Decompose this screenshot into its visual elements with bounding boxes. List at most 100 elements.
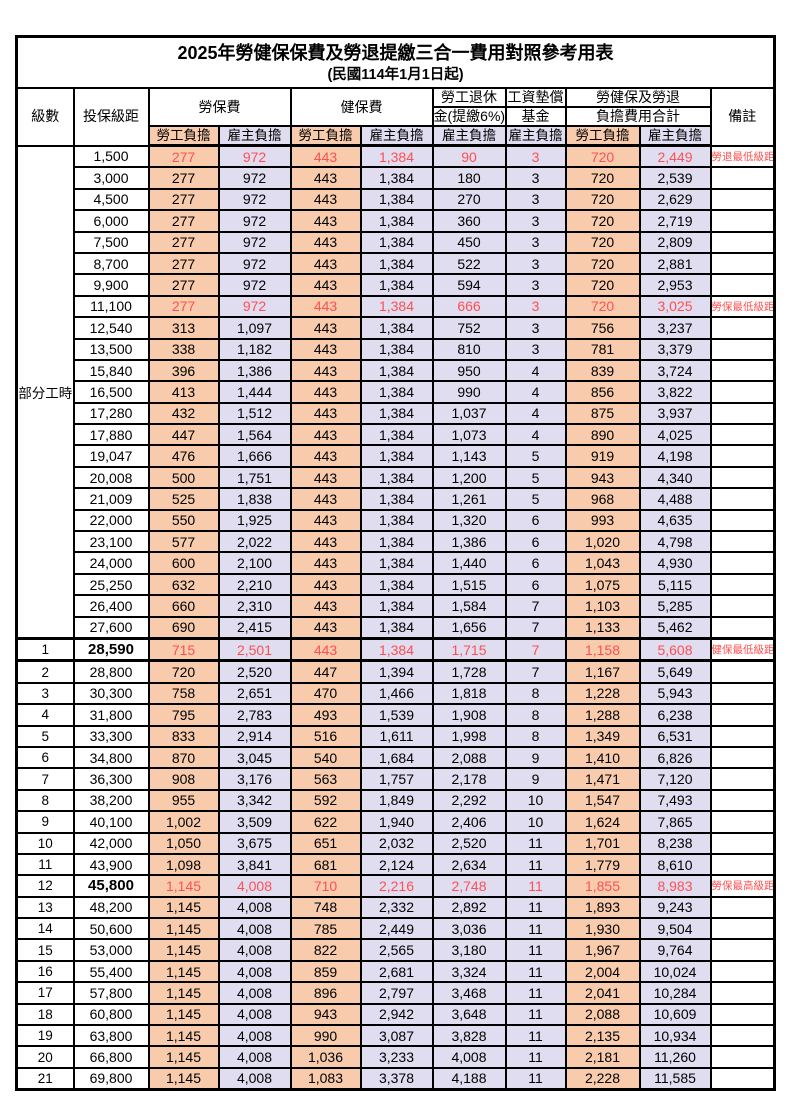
cell-labor-employer: 1,564: [217, 423, 292, 447]
cell-health-employer: 1,611: [359, 724, 434, 748]
cell-wagefund-employer: 4: [504, 423, 567, 447]
table-row: 13 48,200 1,145 4,008 748 2,332 2,892 11 1,893 9,…: [15, 895, 776, 920]
cell-pension-employer: 2,748: [431, 874, 507, 898]
cell-note: 勞保最低級距: [709, 294, 776, 319]
cell-salary: 8,700: [72, 251, 150, 276]
cell-total-employer: 6,531: [638, 724, 712, 748]
cell-health-employee: 859: [289, 959, 362, 984]
cell-pension-employer: 1,818: [431, 681, 507, 706]
cell-health-employee: 540: [289, 745, 362, 770]
cell-level: 16: [15, 959, 75, 984]
cell-labor-employer: 4,008: [217, 1023, 292, 1048]
cell-health-employee: 443: [289, 209, 362, 233]
cell-health-employer: 1,384: [359, 508, 434, 533]
cell-health-employee: 443: [289, 508, 362, 533]
col-header-labor-insurance: 勞保費: [147, 87, 292, 127]
cell-note: [709, 487, 776, 511]
cell-pension-employer: 3,036: [431, 917, 507, 941]
cell-pension-employer: 752: [431, 316, 507, 340]
cell-note: [709, 401, 776, 426]
cell-salary: 6,000: [72, 209, 150, 233]
cell-total-employee: 720: [564, 209, 641, 233]
cell-health-employer: 1,384: [359, 444, 434, 468]
cell-pension-employer: 2,892: [431, 895, 507, 920]
cell-salary: 33,300: [72, 724, 150, 748]
cell-health-employer: 2,797: [359, 981, 434, 1005]
cell-health-employer: 2,449: [359, 917, 434, 941]
cell-total-employee: 1,158: [564, 636, 641, 662]
cell-pension-employer: 1,715: [431, 636, 507, 662]
cell-total-employee: 1,349: [564, 724, 641, 748]
cell-wagefund-employer: 5: [504, 487, 567, 511]
cell-total-employee: 1,779: [564, 852, 641, 877]
cell-pension-employer: 1,037: [431, 401, 507, 426]
cell-note: [709, 852, 776, 877]
cell-salary: 40,100: [72, 810, 150, 834]
cell-note: [709, 938, 776, 962]
cell-wagefund-employer: 11: [504, 895, 567, 920]
cell-labor-employer: 972: [217, 294, 292, 319]
col-header-health-insurance: 健保費: [289, 87, 434, 127]
cell-total-employee: 1,075: [564, 572, 641, 597]
cell-labor-employer: 972: [217, 209, 292, 233]
cell-health-employee: 563: [289, 767, 362, 791]
cell-total-employee: 1,410: [564, 745, 641, 770]
cell-salary: 48,200: [72, 895, 150, 920]
cell-wagefund-employer: 11: [504, 874, 567, 898]
cell-health-employee: 822: [289, 938, 362, 962]
cell-salary: 20,008: [72, 465, 150, 490]
subheader-health-employee: 勞工負擔: [289, 125, 362, 147]
cell-note: [709, 444, 776, 468]
cell-total-employee: 2,041: [564, 981, 641, 1005]
cell-labor-employer: 1,751: [217, 465, 292, 490]
cell-total-employer: 10,284: [638, 981, 712, 1005]
cell-pension-employer: 594: [431, 273, 507, 297]
cell-labor-employee: 277: [147, 144, 220, 169]
cell-labor-employee: 1,145: [147, 981, 220, 1005]
cell-pension-employer: 1,143: [431, 444, 507, 468]
cell-total-employer: 7,493: [638, 788, 712, 813]
cell-total-employer: 9,504: [638, 917, 712, 941]
cell-labor-employer: 2,210: [217, 572, 292, 597]
cell-labor-employee: 577: [147, 530, 220, 554]
cell-salary: 53,000: [72, 938, 150, 962]
cell-wagefund-employer: 6: [504, 572, 567, 597]
cell-total-employer: 10,934: [638, 1023, 712, 1048]
cell-note: [709, 959, 776, 984]
cell-labor-employer: 2,415: [217, 615, 292, 640]
cell-note: [709, 724, 776, 748]
cell-labor-employer: 4,008: [217, 1066, 292, 1091]
cell-labor-employer: 3,675: [217, 831, 292, 855]
cell-wagefund-employer: 11: [504, 981, 567, 1005]
cell-wagefund-employer: 5: [504, 465, 567, 490]
table-row: 6 34,800 870 3,045 540 1,684 2,088 9 1,410 6,826: [15, 745, 776, 770]
cell-health-employer: 1,940: [359, 810, 434, 834]
cell-level: 21: [15, 1066, 75, 1091]
cell-wagefund-employer: 9: [504, 767, 567, 791]
cell-level: 10: [15, 831, 75, 855]
cell-note: [709, 166, 776, 190]
reference-sheet: 2025年勞健保保費及勞退提繳三合一費用對照參考用表 (民國114年1月1日起)…: [15, 35, 777, 1092]
cell-wagefund-employer: 3: [504, 187, 567, 212]
cell-wagefund-employer: 7: [504, 636, 567, 662]
cell-labor-employer: 972: [217, 230, 292, 254]
cell-health-employer: 2,216: [359, 874, 434, 898]
cell-salary: 3,000: [72, 166, 150, 190]
cell-note: [709, 659, 776, 684]
cell-salary: 16,500: [72, 380, 150, 404]
cell-labor-employer: 4,008: [217, 1045, 292, 1069]
table-row: 19 63,800 1,145 4,008 990 3,087 3,828 11 2,135 10…: [15, 1023, 776, 1048]
cell-pension-employer: 1,200: [431, 465, 507, 490]
cell-health-employee: 443: [289, 251, 362, 276]
cell-health-employee: 516: [289, 724, 362, 748]
cell-pension-employer: 3,468: [431, 981, 507, 1005]
cell-labor-employer: 4,008: [217, 917, 292, 941]
cell-labor-employer: 2,651: [217, 681, 292, 706]
cell-labor-employer: 3,176: [217, 767, 292, 791]
cell-health-employer: 1,539: [359, 703, 434, 727]
table-row: 15 53,000 1,145 4,008 822 2,565 3,180 11 1,967 9,…: [15, 938, 776, 962]
cell-health-employer: 1,384: [359, 337, 434, 361]
cell-health-employer: 2,565: [359, 938, 434, 962]
cell-wagefund-employer: 4: [504, 358, 567, 383]
cell-wagefund-employer: 7: [504, 615, 567, 640]
